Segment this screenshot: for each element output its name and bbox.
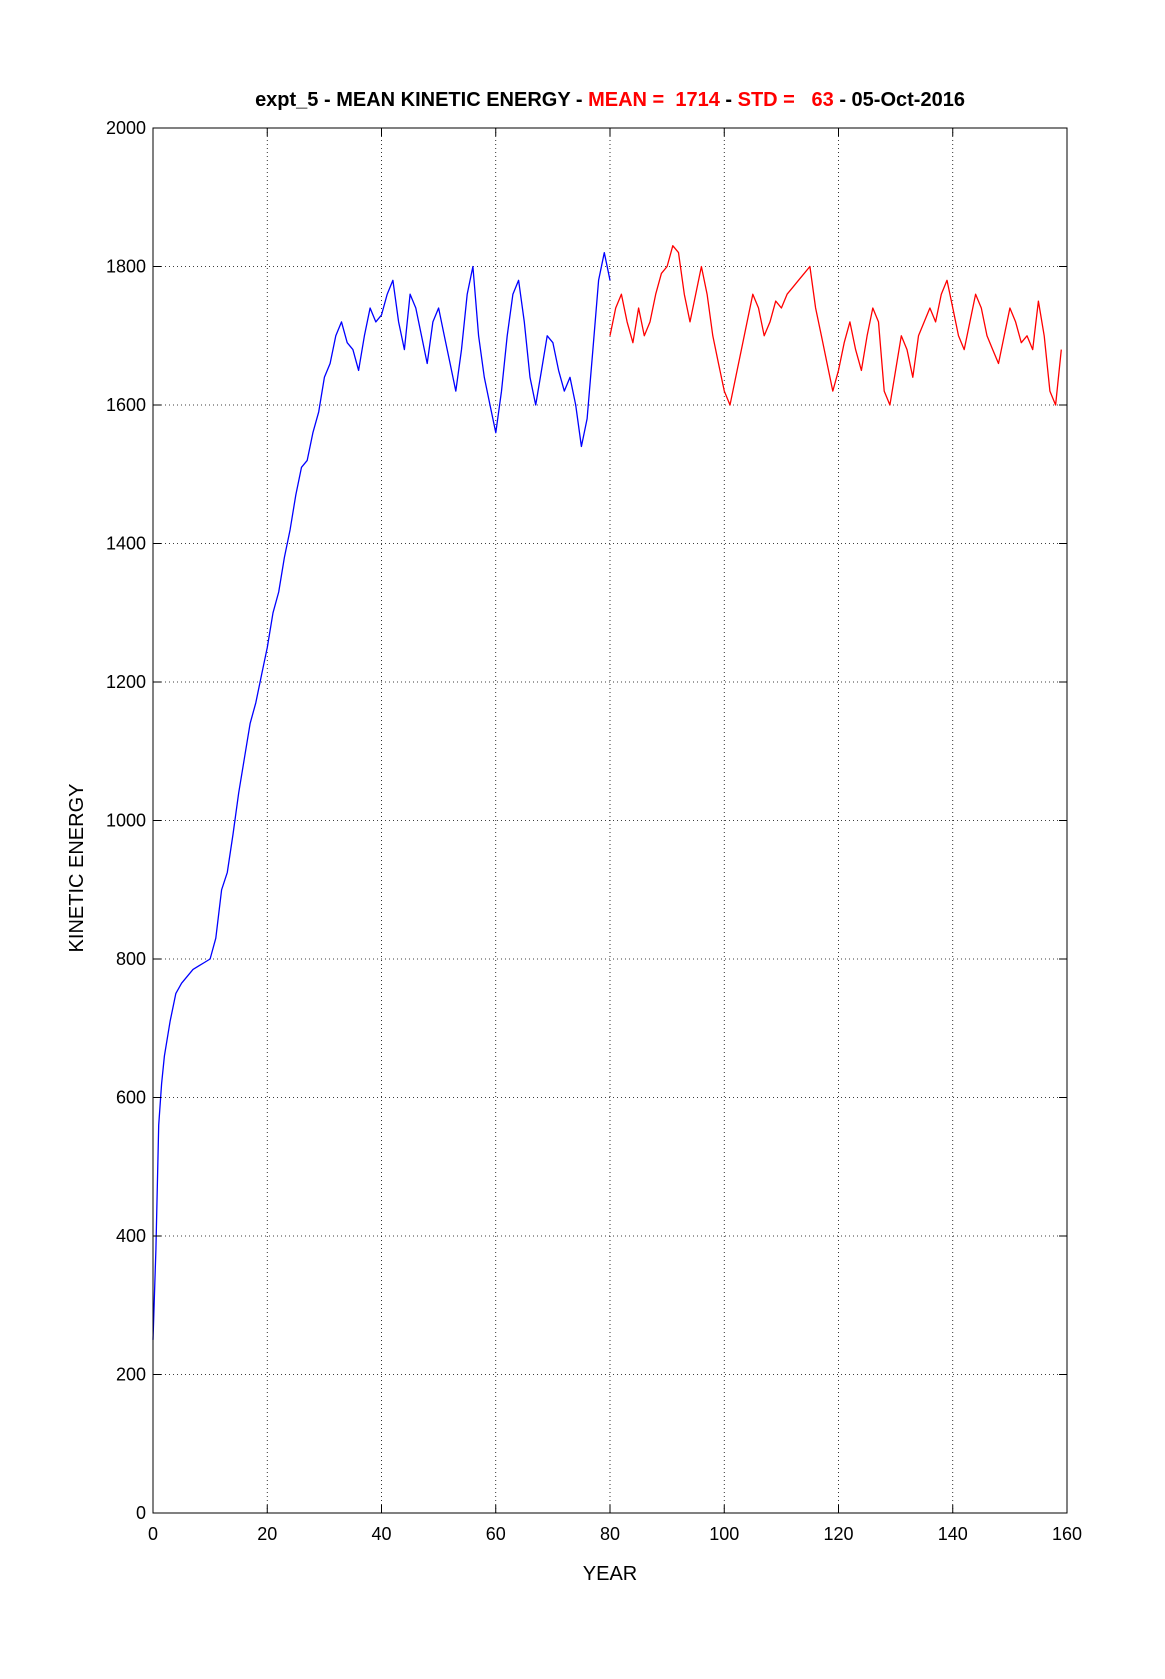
series-lines [152, 245, 1062, 1340]
y-tick-label: 1000 [106, 811, 146, 831]
chart-title-part: expt_5 - MEAN KINETIC ENERGY - [255, 89, 588, 111]
x-tick-label: 100 [709, 1524, 739, 1544]
y-tick-label: 800 [116, 949, 146, 969]
x-tick-label: 80 [600, 1524, 620, 1544]
grid-lines [153, 128, 1067, 1513]
x-tick-label: 60 [486, 1524, 506, 1544]
chart-title-part: MEAN = 1714 [588, 89, 721, 111]
chart-title-part: STD = 63 [738, 89, 834, 111]
y-tick-label: 1600 [106, 395, 146, 415]
y-tick-label: 200 [116, 1365, 146, 1385]
series-line-1 [609, 245, 1062, 406]
y-tick-label: 600 [116, 1088, 146, 1108]
chart-title-part: - [720, 89, 738, 111]
chart-title-part: - 05-Oct-2016 [834, 89, 965, 111]
x-tick-label: 20 [257, 1524, 277, 1544]
x-tick-label: 160 [1052, 1524, 1082, 1544]
y-tick-label: 2000 [106, 118, 146, 138]
x-tick-label: 140 [938, 1524, 968, 1544]
x-axis-label: YEAR [583, 1563, 637, 1585]
y-axis-label: KINETIC ENERGY [66, 784, 88, 953]
series-line-0 [152, 251, 611, 1340]
chart-title: expt_5 - MEAN KINETIC ENERGY - MEAN = 17… [255, 89, 965, 111]
y-tick-label: 0 [136, 1503, 146, 1523]
tick-labels: 0 20 40 60 80 100 120 140 1600200400600800100012… [106, 118, 1082, 1544]
x-tick-label: 120 [823, 1524, 853, 1544]
axis-ticks [152, 127, 1068, 1514]
y-tick-label: 1200 [106, 672, 146, 692]
y-tick-label: 1400 [106, 534, 146, 554]
y-tick-label: 1800 [106, 257, 146, 277]
y-tick-label: 400 [116, 1226, 146, 1246]
x-tick-label: 0 [148, 1524, 158, 1544]
x-tick-label: 40 [371, 1524, 391, 1544]
